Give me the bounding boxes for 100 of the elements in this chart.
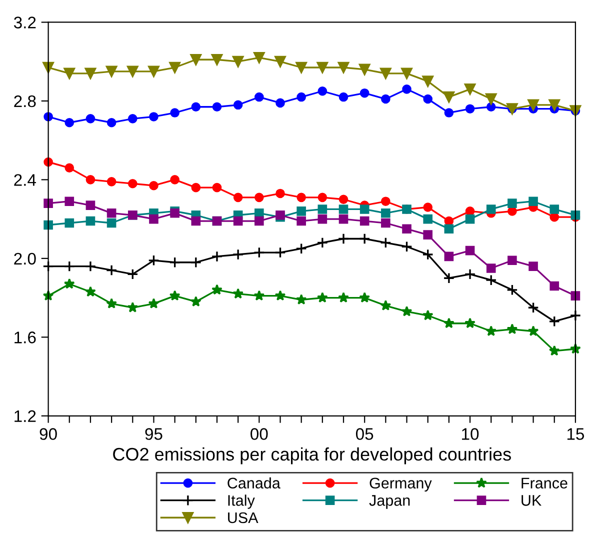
point: [106, 208, 116, 218]
point: [190, 256, 202, 268]
y-tick-label: 2.4: [14, 174, 36, 186]
x-tick-label: 10: [462, 428, 479, 440]
x-axis-title: CO2 emissions per capita for developed countries: [113, 447, 511, 464]
point: [318, 86, 328, 96]
x-tick-label: 90: [40, 428, 57, 440]
point: [276, 188, 285, 198]
point: [64, 163, 74, 173]
point: [233, 216, 243, 226]
point: [191, 182, 201, 192]
point: [169, 62, 181, 74]
point: [232, 288, 244, 299]
point: [402, 224, 412, 234]
point: [444, 224, 454, 234]
point: [381, 94, 390, 104]
point: [44, 198, 53, 208]
point: [444, 108, 454, 118]
point: [548, 316, 560, 328]
legend-label: Japan: [369, 495, 410, 509]
point: [550, 204, 560, 214]
point: [485, 93, 497, 105]
point: [485, 274, 497, 286]
point: [464, 268, 476, 280]
point: [64, 278, 75, 289]
point: [254, 92, 264, 102]
point: [464, 318, 476, 328]
point: [149, 112, 158, 122]
point: [86, 114, 96, 124]
legend-label: USA: [228, 512, 258, 524]
point: [274, 56, 286, 68]
point: [465, 214, 475, 224]
point: [508, 256, 517, 266]
point: [253, 52, 265, 64]
point: [528, 326, 539, 336]
point: [338, 204, 348, 214]
point: [380, 68, 392, 80]
point: [423, 202, 433, 212]
point: [316, 292, 328, 303]
x-tick-label: 05: [356, 428, 374, 440]
point: [149, 214, 158, 224]
point: [191, 216, 201, 226]
point: [316, 62, 328, 74]
point: [296, 242, 308, 254]
point: [148, 298, 160, 308]
point: [232, 248, 244, 260]
point: [86, 216, 96, 226]
legend-label: France: [522, 478, 568, 489]
point: [423, 214, 433, 224]
point: [190, 296, 202, 306]
point: [254, 192, 264, 202]
point: [528, 262, 538, 271]
point: [338, 233, 350, 244]
point: [360, 204, 370, 214]
point: [84, 68, 96, 80]
point: [232, 56, 244, 68]
point: [276, 98, 285, 108]
point: [148, 254, 160, 266]
point: [190, 54, 202, 66]
point: [86, 175, 96, 184]
point: [128, 114, 138, 124]
point: [548, 345, 560, 356]
point: [106, 298, 118, 308]
point: [296, 92, 306, 102]
point: [64, 68, 76, 80]
point: [338, 62, 350, 74]
point: [401, 240, 412, 252]
point: [106, 66, 118, 78]
point: [274, 290, 286, 301]
point: [550, 212, 560, 222]
point: [191, 102, 201, 112]
point: [422, 310, 434, 320]
point: [64, 118, 74, 128]
point: [338, 194, 348, 204]
point: [212, 284, 222, 295]
point: [253, 246, 265, 258]
point: [486, 102, 496, 112]
point: [506, 284, 518, 296]
point: [149, 180, 158, 190]
point: [402, 84, 412, 94]
point: [126, 268, 138, 280]
point: [170, 175, 180, 184]
legend-label: Canada: [228, 477, 280, 489]
point: [380, 300, 392, 310]
point: [444, 252, 454, 262]
point: [64, 260, 76, 272]
point: [85, 286, 96, 297]
point: [464, 83, 476, 95]
point: [528, 99, 539, 111]
point: [423, 230, 433, 240]
point: [254, 216, 264, 226]
point: [443, 91, 455, 103]
point: [106, 218, 116, 228]
point: [254, 208, 264, 218]
point: [338, 292, 349, 303]
legend-label: UK: [522, 495, 542, 506]
point: [318, 204, 328, 214]
point: [358, 64, 370, 76]
point: [170, 108, 180, 118]
y-tick-label: 1.2: [14, 410, 36, 422]
